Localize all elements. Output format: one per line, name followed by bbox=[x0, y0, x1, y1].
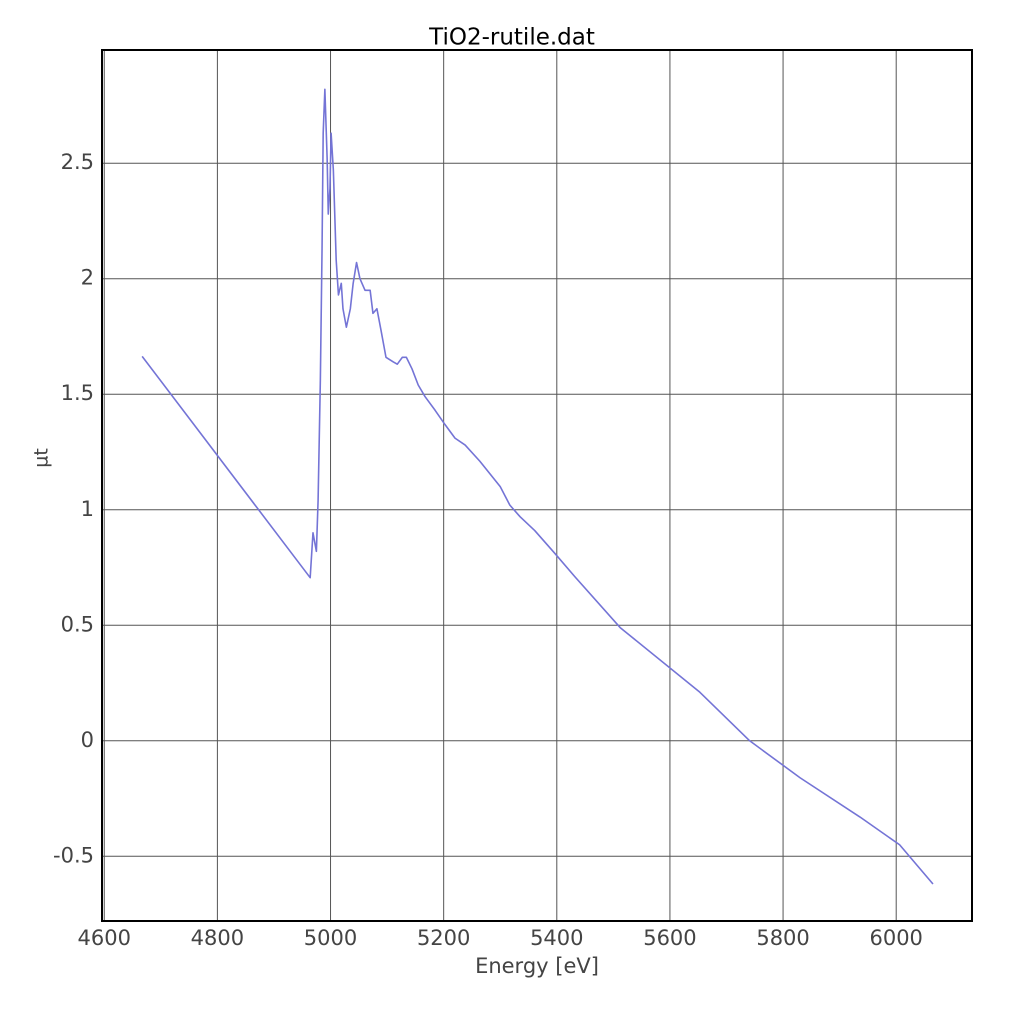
x-axis-label: Energy [eV] bbox=[475, 954, 599, 978]
data-line bbox=[141, 88, 934, 885]
x-tick-label: 5200 bbox=[417, 926, 470, 950]
x-tick-label: 5800 bbox=[756, 926, 809, 950]
x-tick-label: 5000 bbox=[304, 926, 357, 950]
x-tick-label: 5600 bbox=[643, 926, 696, 950]
y-tick-label: 1 bbox=[81, 497, 94, 521]
y-tick-label: 2.5 bbox=[61, 150, 94, 174]
chart-title: TiO2-rutile.dat bbox=[428, 25, 595, 51]
y-axis-label: µt bbox=[31, 448, 53, 468]
x-tick-label: 6000 bbox=[869, 926, 922, 950]
y-tick-label: 0 bbox=[81, 728, 94, 752]
y-tick-label: -0.5 bbox=[53, 843, 94, 867]
x-tick-label: 4800 bbox=[191, 926, 244, 950]
y-tick-label: 0.5 bbox=[61, 612, 94, 636]
y-tick-label: 2 bbox=[81, 266, 94, 290]
plot-frame bbox=[101, 49, 973, 922]
x-tick-label: 4600 bbox=[78, 926, 131, 950]
x-tick-label: 5400 bbox=[530, 926, 583, 950]
y-tick-label: 1.5 bbox=[61, 381, 94, 405]
